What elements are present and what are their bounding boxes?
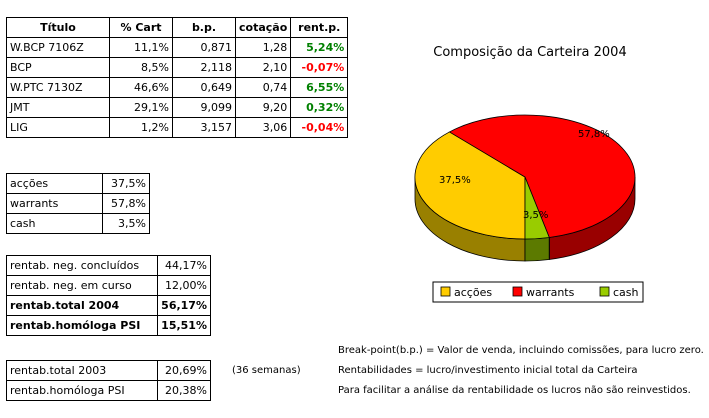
rentability-row-value: 15,51%	[157, 315, 211, 336]
rentability-row: rentab. neg. concluídos 44,17%	[6, 255, 211, 276]
cell-titulo: BCP	[6, 57, 110, 78]
previous-year-row-label: rentab.total 2003	[6, 360, 158, 381]
cell-bp: 2,118	[172, 57, 236, 78]
cell-cart: 8,5%	[109, 57, 173, 78]
cell-cart: 46,6%	[109, 77, 173, 98]
header-cart: % Cart	[109, 17, 173, 38]
legend-swatch-0	[440, 286, 451, 297]
cell-bp: 3,157	[172, 117, 236, 138]
cell-titulo: LIG	[6, 117, 110, 138]
rentability-row-label: rentab. neg. em curso	[6, 275, 158, 296]
legend-swatch-1	[512, 286, 523, 297]
header-cotacao: cotação	[234, 17, 292, 38]
composition-row-value: 37,5%	[102, 173, 150, 194]
rentability-row-value: 12,00%	[157, 275, 211, 296]
header-bp: b.p.	[172, 17, 236, 38]
reinvest-note: Para facilitar a análise da rentabilidad…	[338, 385, 691, 396]
pie-slice-1	[448, 114, 636, 238]
portfolio-row: JMT 29,1% 9,099 9,20 0,32%	[6, 97, 349, 118]
pie-slice-0	[414, 131, 526, 240]
composition-row-label: warrants	[6, 193, 103, 214]
pie-chart: Composição da Carteira 2004 37,5% 57,8% 3,…	[414, 45, 644, 303]
cell-titulo: JMT	[6, 97, 110, 118]
pie-slice-2	[524, 176, 550, 240]
composition-table: acções 37,5% warrants 57,8% cash 3,5%	[6, 173, 150, 234]
portfolio-table: Título % Cart b.p. cotação rent.p. W.BCP…	[6, 17, 349, 138]
rentability-row-label: rentab. neg. concluídos	[6, 255, 158, 276]
portfolio-row: W.PTC 7130Z 46,6% 0,649 0,74 6,55%	[6, 77, 349, 98]
cell-rent: 0,32%	[290, 97, 349, 118]
rentability-row: rentab.total 2004 56,17%	[6, 295, 211, 316]
rentability-row-label: rentab.total 2004	[6, 295, 158, 316]
rentability-row-label: rentab.homóloga PSI	[6, 315, 158, 336]
cell-bp: 0,871	[172, 37, 236, 58]
rentability-table: rentab. neg. concluídos 44,17% rentab. neg…	[6, 255, 211, 336]
rentability-row: rentab. neg. em curso 12,00%	[6, 275, 211, 296]
cell-cart: 29,1%	[109, 97, 173, 118]
weeks-note: (36 semanas)	[232, 365, 301, 376]
composition-row: acções 37,5%	[6, 173, 150, 194]
pie-data-label-1: 57,8%	[578, 129, 610, 140]
cell-cotacao: 2,10	[234, 57, 292, 78]
composition-row-value: 3,5%	[102, 213, 150, 234]
portfolio-row: W.BCP 7106Z 11,1% 0,871 1,28 5,24%	[6, 37, 349, 58]
composition-row-label: cash	[6, 213, 103, 234]
cell-cotacao: 9,20	[234, 97, 292, 118]
cell-bp: 9,099	[172, 97, 236, 118]
portfolio-row: LIG 1,2% 3,157 3,06 -0,04%	[6, 117, 349, 138]
rentability-row-value: 56,17%	[157, 295, 211, 316]
cell-rent: -0,04%	[290, 117, 349, 138]
portfolio-header-row: Título % Cart b.p. cotação rent.p.	[6, 17, 349, 38]
cell-cotacao: 3,06	[234, 117, 292, 138]
legend-swatch-2	[599, 286, 610, 297]
legend-box	[432, 281, 644, 303]
chart-title: Composição da Carteira 2004	[433, 45, 626, 60]
rentability-row-value: 44,17%	[157, 255, 211, 276]
header-titulo: Título	[6, 17, 110, 38]
composition-row-value: 57,8%	[102, 193, 150, 214]
legend-label-2: cash	[613, 286, 639, 299]
cell-cart: 11,1%	[109, 37, 173, 58]
pie-data-label-2: 3,5%	[523, 210, 548, 221]
cell-cart: 1,2%	[109, 117, 173, 138]
cell-cotacao: 0,74	[234, 77, 292, 98]
breakpoint-note: Break-point(b.p.) = Valor de venda, incl…	[338, 345, 704, 356]
legend-label-0: acções	[454, 286, 492, 299]
cell-bp: 0,649	[172, 77, 236, 98]
rentability-row: rentab.homóloga PSI 15,51%	[6, 315, 211, 336]
previous-year-table: rentab.total 2003 20,69% rentab.homóloga P…	[6, 360, 211, 401]
composition-row: warrants 57,8%	[6, 193, 150, 214]
rentability-note: Rentabilidades = lucro/investimento inic…	[338, 365, 638, 376]
previous-year-row-label: rentab.homóloga PSI	[6, 380, 158, 401]
cell-rent: 5,24%	[290, 37, 349, 58]
cell-rent: -0,07%	[290, 57, 349, 78]
header-rent: rent.p.	[290, 17, 349, 38]
cell-titulo: W.PTC 7130Z	[6, 77, 110, 98]
previous-year-row: rentab.total 2003 20,69%	[6, 360, 211, 381]
pie-side-2	[524, 237, 550, 262]
pie-data-label-0: 37,5%	[439, 175, 471, 186]
composition-row: cash 3,5%	[6, 213, 150, 234]
previous-year-row-value: 20,38%	[157, 380, 211, 401]
pie-slices: 37,5% 57,8% 3,5%	[414, 114, 636, 262]
chart-legend: acções warrants cash	[432, 281, 644, 303]
cell-titulo: W.BCP 7106Z	[6, 37, 110, 58]
previous-year-row: rentab.homóloga PSI 20,38%	[6, 380, 211, 401]
legend-label-1: warrants	[526, 286, 575, 299]
portfolio-row: BCP 8,5% 2,118 2,10 -0,07%	[6, 57, 349, 78]
composition-row-label: acções	[6, 173, 103, 194]
cell-cotacao: 1,28	[234, 37, 292, 58]
cell-rent: 6,55%	[290, 77, 349, 98]
previous-year-row-value: 20,69%	[157, 360, 211, 381]
